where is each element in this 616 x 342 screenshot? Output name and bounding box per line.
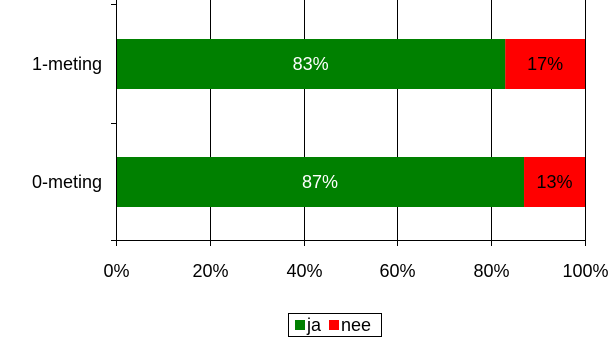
data-label-0-meting-nee: 13% <box>536 172 572 192</box>
data-label-0-meting-ja: 87% <box>302 172 338 192</box>
category-label-1-meting: 1-meting <box>32 54 102 74</box>
legend-item-ja: ja <box>295 315 321 336</box>
category-label-0-meting: 0-meting <box>32 172 102 192</box>
legend-swatch-nee <box>329 320 340 330</box>
data-label-1-meting-nee: 17% <box>527 54 563 74</box>
legend: ja nee <box>288 313 383 337</box>
x-tick-label-40: 40% <box>286 261 322 281</box>
x-tick-label-100: 100% <box>562 261 608 281</box>
bar-1-meting-nee <box>505 39 585 89</box>
axes <box>111 0 586 246</box>
x-tick-label-80: 80% <box>473 261 509 281</box>
bar-1-meting-ja <box>116 39 506 89</box>
labels: 83% 17% 1-meting 87% 13% 0-meting 0% 20% 40% 60% 8… <box>32 54 609 281</box>
data-label-1-meting-ja: 83% <box>293 54 329 74</box>
bar-0-meting-ja <box>116 157 525 207</box>
legend-label-ja: ja <box>307 314 322 335</box>
x-tick-label-60: 60% <box>379 261 415 281</box>
legend-item-nee: nee <box>329 315 371 336</box>
bar-0-meting-nee <box>524 157 585 207</box>
legend-label-nee: nee <box>341 314 372 335</box>
x-tick-label-0: 0% <box>103 261 129 281</box>
x-tick-label-20: 20% <box>192 261 228 281</box>
legend-swatch-ja <box>295 320 305 330</box>
bars <box>116 39 585 207</box>
